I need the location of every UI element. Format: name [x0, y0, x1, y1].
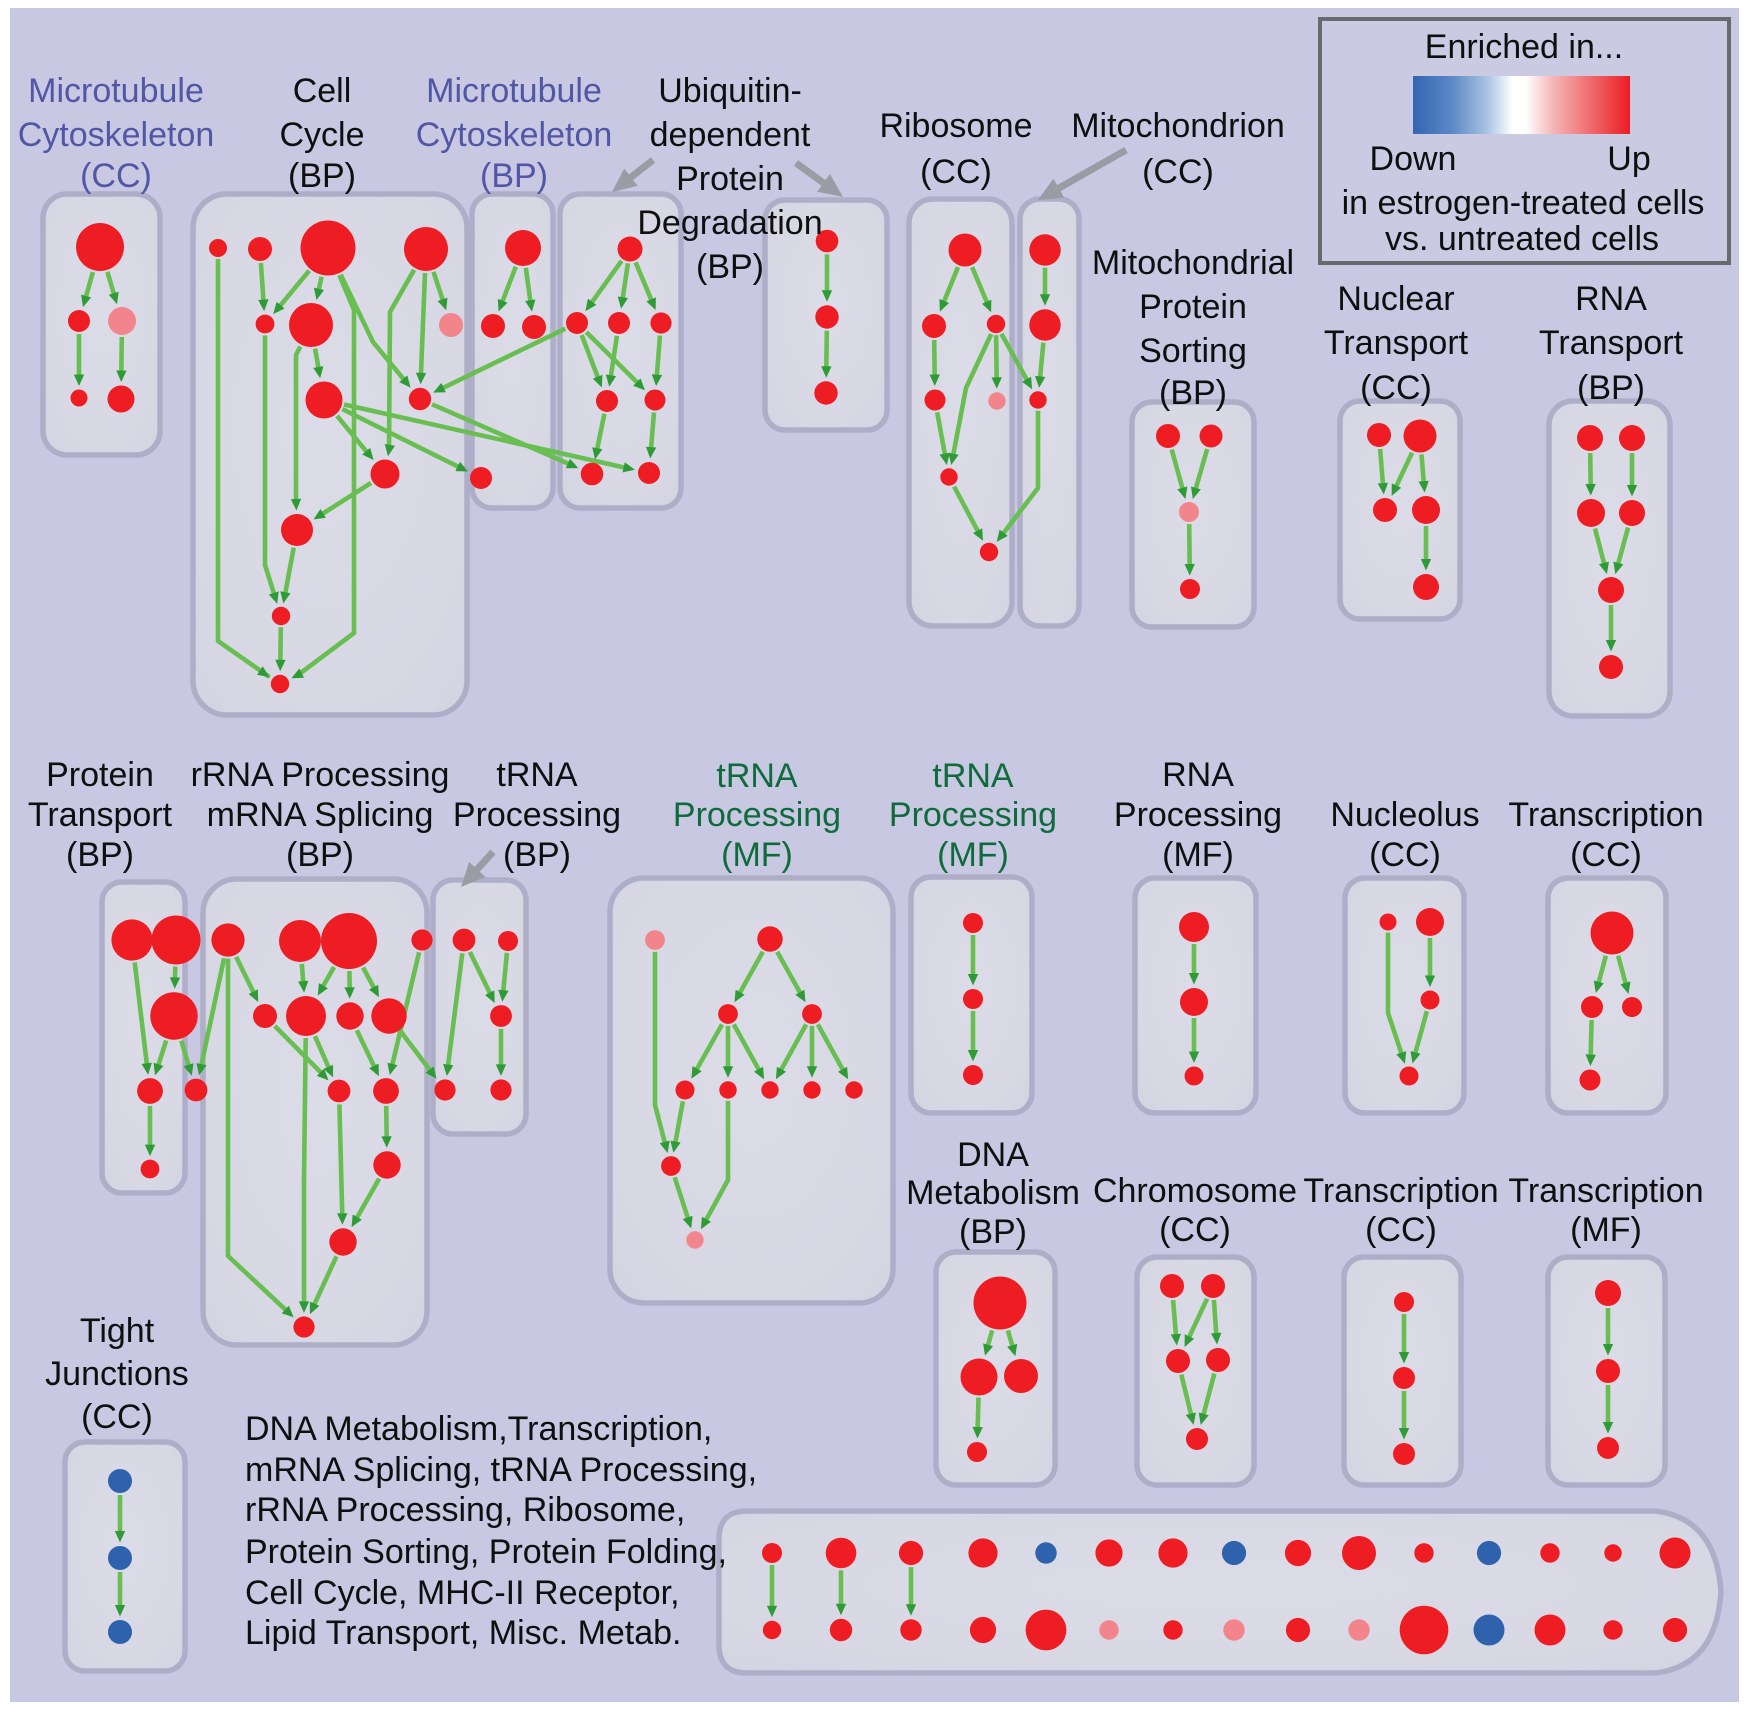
svg-text:Protein: Protein: [676, 160, 784, 198]
svg-text:Transcription: Transcription: [1508, 1172, 1703, 1210]
svg-text:tRNA: tRNA: [716, 757, 798, 795]
svg-text:(CC): (CC): [1365, 1211, 1437, 1249]
svg-text:in estrogen-treated cells: in estrogen-treated cells: [1342, 184, 1705, 222]
svg-text:tRNA: tRNA: [496, 756, 578, 794]
svg-text:Processing: Processing: [673, 796, 841, 834]
svg-text:Cycle: Cycle: [279, 116, 364, 154]
svg-text:Cytoskeleton: Cytoskeleton: [18, 116, 215, 154]
svg-text:(BP): (BP): [696, 248, 764, 286]
svg-text:Sorting: Sorting: [1139, 332, 1247, 370]
svg-text:Microtubule: Microtubule: [28, 72, 204, 110]
svg-text:(BP): (BP): [959, 1213, 1027, 1251]
svg-text:Enriched in...: Enriched in...: [1425, 28, 1623, 66]
svg-text:Mitochondrial: Mitochondrial: [1092, 244, 1294, 282]
svg-text:(BP): (BP): [480, 157, 548, 195]
svg-text:RNA: RNA: [1575, 280, 1647, 318]
svg-text:(BP): (BP): [286, 836, 354, 874]
svg-text:(CC): (CC): [1369, 836, 1441, 874]
svg-text:Cytoskeleton: Cytoskeleton: [416, 116, 613, 154]
svg-text:Nucleolus: Nucleolus: [1330, 796, 1479, 834]
svg-text:Cell Cycle, MHC-II Receptor,: Cell Cycle, MHC-II Receptor,: [245, 1574, 680, 1612]
svg-text:Degradation: Degradation: [637, 204, 822, 242]
svg-text:Mitochondrion: Mitochondrion: [1071, 107, 1285, 145]
svg-text:DNA Metabolism,Transcription,: DNA Metabolism,Transcription,: [245, 1410, 712, 1448]
svg-text:Tight: Tight: [80, 1312, 155, 1350]
svg-text:vs. untreated cells: vs. untreated cells: [1385, 220, 1659, 258]
svg-text:Transcription: Transcription: [1508, 796, 1703, 834]
svg-text:(BP): (BP): [66, 836, 134, 874]
svg-text:(CC): (CC): [1142, 153, 1214, 191]
svg-text:Metabolism: Metabolism: [906, 1174, 1080, 1212]
svg-text:DNA: DNA: [957, 1136, 1029, 1174]
svg-text:(BP): (BP): [503, 836, 571, 874]
svg-text:(CC): (CC): [1360, 369, 1432, 407]
svg-text:Processing: Processing: [889, 796, 1057, 834]
svg-text:(MF): (MF): [721, 836, 793, 874]
svg-text:(CC): (CC): [920, 153, 992, 191]
svg-text:(CC): (CC): [81, 1398, 153, 1436]
svg-text:Transport: Transport: [1324, 324, 1469, 362]
svg-text:Transport: Transport: [1539, 324, 1684, 362]
svg-text:rRNA Processing, Ribosome,: rRNA Processing, Ribosome,: [245, 1491, 685, 1529]
svg-text:(CC): (CC): [1159, 1211, 1231, 1249]
svg-text:(BP): (BP): [1159, 374, 1227, 412]
svg-text:Transcription: Transcription: [1303, 1172, 1498, 1210]
svg-text:Processing: Processing: [1114, 796, 1282, 834]
svg-text:Microtubule: Microtubule: [426, 72, 602, 110]
svg-text:Chromosome: Chromosome: [1093, 1172, 1297, 1210]
svg-text:(CC): (CC): [80, 157, 152, 195]
svg-text:Transport: Transport: [28, 796, 173, 834]
svg-text:Cell: Cell: [293, 72, 352, 110]
svg-text:Down: Down: [1370, 140, 1457, 178]
svg-text:Processing: Processing: [453, 796, 621, 834]
svg-text:Ubiquitin-: Ubiquitin-: [658, 72, 802, 110]
svg-text:Lipid Transport, Misc. Metab.: Lipid Transport, Misc. Metab.: [245, 1614, 682, 1652]
svg-text:Protein Sorting, Protein Foldi: Protein Sorting, Protein Folding,: [245, 1533, 727, 1571]
svg-text:(BP): (BP): [288, 157, 356, 195]
svg-text:(MF): (MF): [1162, 836, 1234, 874]
svg-text:dependent: dependent: [650, 116, 811, 154]
svg-text:(MF): (MF): [937, 836, 1009, 874]
svg-text:Nuclear: Nuclear: [1337, 280, 1454, 318]
svg-text:rRNA Processing: rRNA Processing: [191, 756, 450, 794]
svg-text:mRNA Splicing: mRNA Splicing: [207, 796, 434, 834]
svg-text:Protein: Protein: [1139, 288, 1247, 326]
svg-text:(MF): (MF): [1570, 1211, 1642, 1249]
svg-text:Junctions: Junctions: [45, 1355, 189, 1393]
svg-text:tRNA: tRNA: [932, 757, 1014, 795]
svg-text:Ribosome: Ribosome: [879, 107, 1032, 145]
svg-text:mRNA Splicing, tRNA Processing: mRNA Splicing, tRNA Processing,: [245, 1451, 757, 1489]
svg-text:Up: Up: [1607, 140, 1650, 178]
svg-text:RNA: RNA: [1162, 756, 1234, 794]
svg-text:(BP): (BP): [1577, 369, 1645, 407]
svg-text:(CC): (CC): [1570, 836, 1642, 874]
svg-text:Protein: Protein: [46, 756, 154, 794]
